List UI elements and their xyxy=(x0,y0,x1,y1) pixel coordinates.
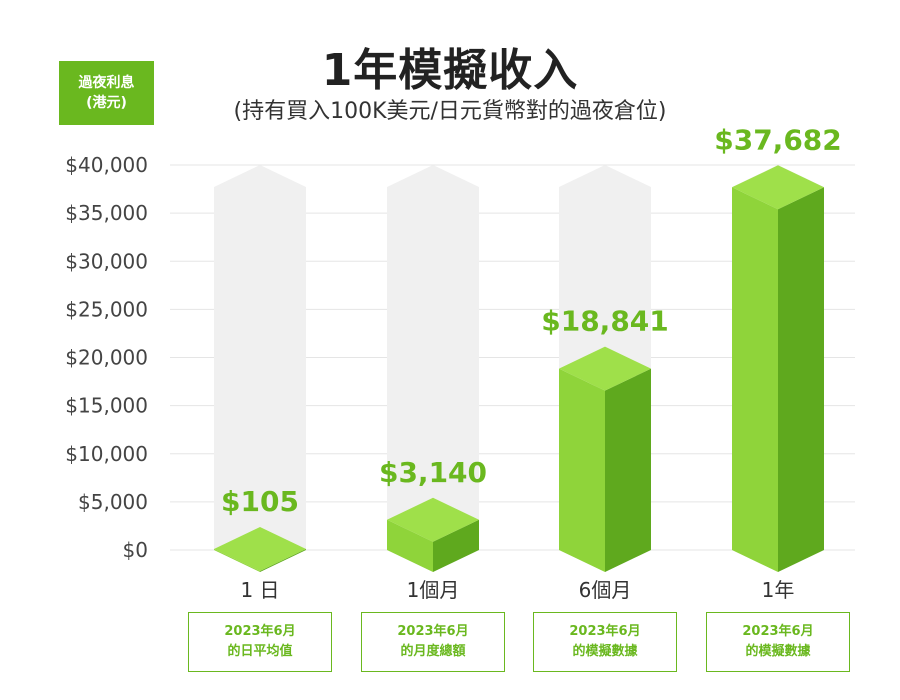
bar-value-label: $105 xyxy=(221,485,299,518)
category-note-line: 的模擬數據 xyxy=(572,644,638,659)
y-tick-label: $35,000 xyxy=(65,201,148,225)
category-note-line: 2023年6月 xyxy=(224,624,296,639)
y-tick-label: $20,000 xyxy=(65,346,148,370)
bar-top-face xyxy=(732,165,824,210)
y-tick-label: $5,000 xyxy=(78,490,148,514)
bar-top-face xyxy=(214,526,306,571)
y-tick-label: $30,000 xyxy=(65,249,148,273)
bar-value-label: $37,682 xyxy=(714,123,842,156)
bar-side-face xyxy=(433,519,479,572)
bar-front-face xyxy=(387,519,433,572)
y-tick-label: $15,000 xyxy=(65,394,148,418)
y-tick-label: $25,000 xyxy=(65,297,148,321)
category-note-line: 2023年6月 xyxy=(742,624,814,639)
category-note-line: 的月度總額 xyxy=(400,644,466,659)
y-tick-label: $40,000 xyxy=(65,153,148,177)
x-category-label: 6個月 xyxy=(579,578,632,602)
chart-title: 1年模擬收入 xyxy=(321,45,579,96)
bar-front-face xyxy=(732,187,778,573)
bar-front-face xyxy=(214,548,260,572)
x-category-label: 1 日 xyxy=(240,578,279,602)
category-note-line: 的模擬數據 xyxy=(745,644,811,659)
bar-background-column xyxy=(214,165,306,572)
bar-side-face xyxy=(260,548,306,572)
y-tick-label: $10,000 xyxy=(65,442,148,466)
category-note-box: 2023年6月 的日平均值 xyxy=(188,612,332,672)
category-note-line: 的日平均值 xyxy=(227,644,293,659)
x-category-label: 1年 xyxy=(762,578,795,602)
category-note-box: 2023年6月 的模擬數據 xyxy=(706,612,850,672)
category-note-line: 2023年6月 xyxy=(569,624,641,639)
bar-value-label: $18,841 xyxy=(541,305,669,338)
bar-value-label: $3,140 xyxy=(379,456,487,489)
y-tick-label: $0 xyxy=(123,538,148,562)
bar-side-face xyxy=(778,187,824,573)
unit-badge-line1: 過夜利息 xyxy=(78,75,135,91)
bar-background-column xyxy=(387,165,479,572)
y-axis-unit-badge: 過夜利息 (港元) xyxy=(59,61,154,125)
bar-front-face xyxy=(559,368,605,572)
bar-top-face xyxy=(559,346,651,391)
bar-side-face xyxy=(605,368,651,572)
category-note-box: 2023年6月 的月度總額 xyxy=(361,612,505,672)
x-category-label: 1個月 xyxy=(407,578,460,602)
unit-badge-line2: (港元) xyxy=(86,95,127,111)
bar-top-face xyxy=(387,497,479,542)
category-note-line: 2023年6月 xyxy=(397,624,469,639)
category-note-box: 2023年6月 的模擬數據 xyxy=(533,612,677,672)
chart-subtitle: (持有買入100K美元/日元貨幣對的過夜倉位) xyxy=(233,99,667,124)
